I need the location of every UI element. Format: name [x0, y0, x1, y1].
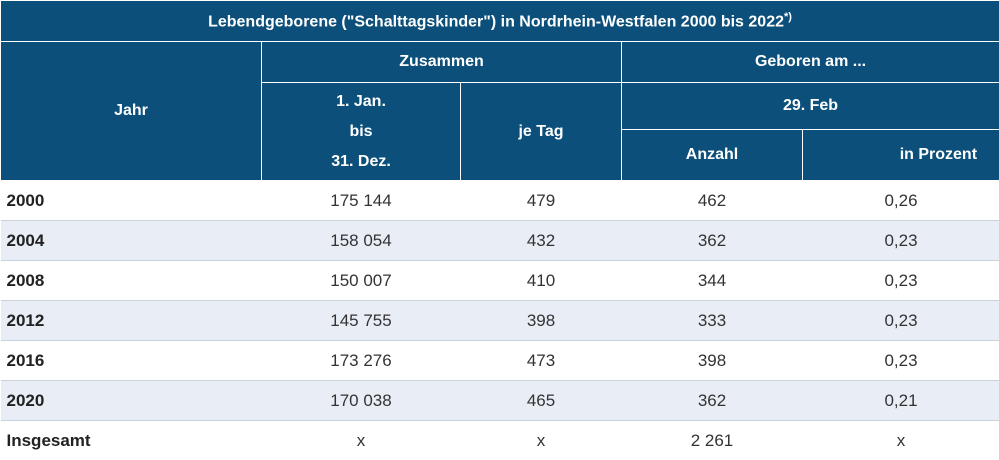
- total-row: Insgesamt x x 2 261 x: [1, 421, 999, 460]
- percent-cell: 0,23: [803, 341, 999, 381]
- total-cell: 173 276: [262, 341, 461, 381]
- total-cell: 175 144: [262, 181, 461, 221]
- year-cell: 2004: [1, 221, 262, 261]
- header-in-prozent: in Prozent: [803, 130, 999, 181]
- header-zusammen: Zusammen: [262, 42, 622, 83]
- year-cell: 2012: [1, 301, 262, 341]
- total-cell: 170 038: [262, 381, 461, 421]
- table-row: 2008 150 007 410 344 0,23: [1, 261, 999, 301]
- table-row: 2000 175 144 479 462 0,26: [1, 181, 999, 221]
- percent-cell: 0,26: [803, 181, 999, 221]
- year-cell: 2020: [1, 381, 262, 421]
- count-cell: 2 261: [622, 421, 803, 460]
- table-row: 2016 173 276 473 398 0,23: [1, 341, 999, 381]
- total-cell: 158 054: [262, 221, 461, 261]
- header-period-line3: 31. Dez.: [262, 147, 460, 177]
- header-geboren-am: Geboren am ...: [622, 42, 999, 83]
- per-day-cell: 398: [461, 301, 622, 341]
- percent-cell: x: [803, 421, 999, 460]
- per-day-cell: 479: [461, 181, 622, 221]
- total-cell: 150 007: [262, 261, 461, 301]
- table-row: 2004 158 054 432 362 0,23: [1, 221, 999, 261]
- count-cell: 398: [622, 341, 803, 381]
- count-cell: 333: [622, 301, 803, 341]
- total-cell: 145 755: [262, 301, 461, 341]
- percent-cell: 0,23: [803, 221, 999, 261]
- table-row: 2012 145 755 398 333 0,23: [1, 301, 999, 341]
- title-footnote-mark: *): [784, 11, 792, 23]
- per-day-cell: 410: [461, 261, 622, 301]
- header-jahr: Jahr: [1, 42, 262, 181]
- per-day-cell: 465: [461, 381, 622, 421]
- header-feb29: 29. Feb: [622, 83, 999, 130]
- percent-cell: 0,23: [803, 301, 999, 341]
- year-cell: Insgesamt: [1, 421, 262, 460]
- year-cell: 2008: [1, 261, 262, 301]
- table-title: Lebendgeborene ("Schalttagskinder") in N…: [1, 1, 999, 42]
- per-day-cell: 473: [461, 341, 622, 381]
- header-period: 1. Jan. bis 31. Dez.: [262, 83, 461, 181]
- count-cell: 344: [622, 261, 803, 301]
- header-je-tag: je Tag: [461, 83, 622, 181]
- header-anzahl: Anzahl: [622, 130, 803, 181]
- per-day-cell: x: [461, 421, 622, 460]
- percent-cell: 0,21: [803, 381, 999, 421]
- count-cell: 362: [622, 221, 803, 261]
- total-cell: x: [262, 421, 461, 460]
- percent-cell: 0,23: [803, 261, 999, 301]
- table-title-text: Lebendgeborene ("Schalttagskinder") in N…: [208, 13, 784, 30]
- year-cell: 2000: [1, 181, 262, 221]
- header-period-line2: bis: [262, 117, 460, 147]
- per-day-cell: 432: [461, 221, 622, 261]
- count-cell: 462: [622, 181, 803, 221]
- year-cell: 2016: [1, 341, 262, 381]
- header-period-line1: 1. Jan.: [262, 87, 460, 117]
- count-cell: 362: [622, 381, 803, 421]
- table-row: 2020 170 038 465 362 0,21: [1, 381, 999, 421]
